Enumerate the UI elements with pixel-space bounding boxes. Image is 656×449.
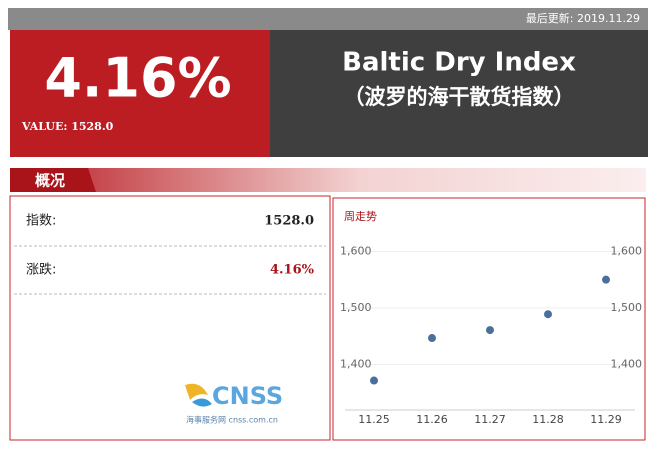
value-block xyxy=(10,30,270,157)
y-tick-label-right: 1,500 xyxy=(611,301,643,314)
x-tick-label: 11.28 xyxy=(532,413,564,426)
logo-name: CNSS xyxy=(212,382,283,410)
value-text: VALUE: 1528.0 xyxy=(21,120,114,133)
x-tick-label: 11.29 xyxy=(590,413,622,426)
data-point xyxy=(428,334,436,343)
data-point xyxy=(370,376,378,385)
row-value: 1528.0 xyxy=(264,214,314,229)
subtitle: （波罗的海干散货指数） xyxy=(344,85,575,109)
y-tick-label-right: 1,400 xyxy=(611,358,643,371)
y-tick-label: 1,400 xyxy=(340,358,372,371)
chart-title: 周走势 xyxy=(344,210,377,223)
top-bar xyxy=(8,8,648,30)
section-tab xyxy=(10,168,96,192)
row-value: 4.16% xyxy=(270,263,315,278)
row-label: 涨跌: xyxy=(26,262,56,278)
title-block xyxy=(270,30,648,157)
chart: 1,400 1,400 1,500 1,500 1,600 1,600 11.25 11.26… xyxy=(340,244,642,426)
y-tick-label: 1,500 xyxy=(340,301,372,314)
x-tick-label: 11.27 xyxy=(474,413,506,426)
section-bar xyxy=(10,168,646,192)
logo-tagline: 海事服务网 cnss.com.cn xyxy=(186,415,278,425)
x-tick-label: 11.26 xyxy=(416,413,448,426)
data-point xyxy=(602,275,610,284)
x-tick-label: 11.25 xyxy=(358,413,390,426)
data-point xyxy=(486,326,494,335)
section-title: 概况 xyxy=(35,172,65,190)
change-big: 4.16% xyxy=(44,47,231,110)
data-point xyxy=(544,310,552,319)
updated: 最后更新: 2019.11.29 xyxy=(526,11,640,25)
logo-mark xyxy=(192,398,212,407)
logo-mark xyxy=(185,383,208,400)
y-tick-label: 1,600 xyxy=(340,244,372,257)
info-panel xyxy=(9,195,331,441)
y-tick-label-right: 1,600 xyxy=(611,244,643,257)
row-label: 指数: xyxy=(26,214,56,229)
title: Baltic Dry Index xyxy=(342,48,576,78)
chart-panel xyxy=(332,197,646,441)
